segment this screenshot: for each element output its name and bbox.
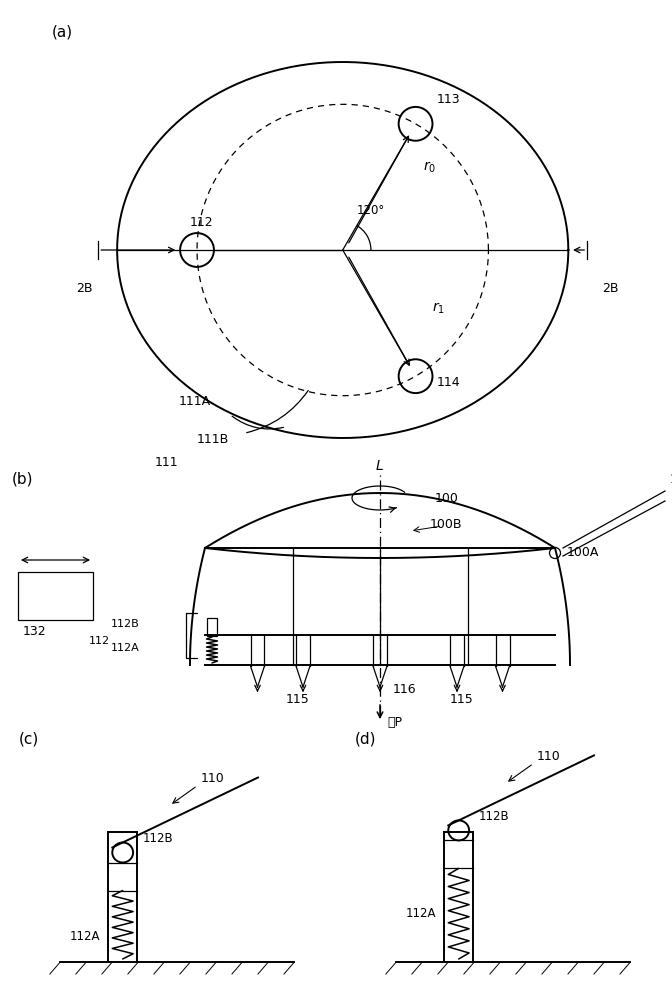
Text: 100B: 100B — [430, 518, 462, 531]
Text: 113: 113 — [436, 93, 460, 106]
Bar — [207, 618, 217, 636]
Text: 2B: 2B — [76, 282, 93, 295]
Text: 114: 114 — [436, 376, 460, 389]
Text: $r_1$: $r_1$ — [432, 300, 445, 316]
Text: 115: 115 — [286, 693, 310, 706]
Text: L: L — [376, 459, 384, 473]
Text: $r_0$: $r_0$ — [423, 159, 436, 174]
Text: 120°: 120° — [357, 204, 385, 217]
Text: 100A: 100A — [567, 546, 599, 560]
Text: 100: 100 — [435, 492, 459, 505]
Text: 112A: 112A — [112, 643, 140, 653]
Text: (c): (c) — [19, 732, 39, 747]
Text: 116: 116 — [393, 683, 417, 696]
Text: 111A: 111A — [178, 395, 210, 408]
Text: 111B: 111B — [197, 433, 229, 446]
Text: (d): (d) — [355, 732, 376, 747]
Text: 112A: 112A — [405, 907, 436, 920]
Text: 110: 110 — [537, 750, 560, 763]
Text: 134: 134 — [670, 473, 672, 486]
Text: 112A: 112A — [69, 930, 100, 943]
Text: 112B: 112B — [142, 832, 173, 845]
Text: 115: 115 — [450, 693, 474, 706]
Text: 132: 132 — [23, 625, 46, 638]
Text: 111: 111 — [155, 456, 178, 469]
Text: (a): (a) — [51, 24, 73, 39]
Text: (b): (b) — [12, 472, 34, 487]
Text: 110: 110 — [201, 772, 224, 786]
Text: 向P: 向P — [387, 716, 402, 729]
Text: 112B: 112B — [478, 810, 509, 823]
Text: 112: 112 — [89, 636, 110, 646]
Text: 2B: 2B — [602, 282, 619, 295]
Bar — [18, 572, 93, 620]
Text: 112B: 112B — [112, 619, 140, 629]
Text: 112: 112 — [190, 217, 213, 230]
